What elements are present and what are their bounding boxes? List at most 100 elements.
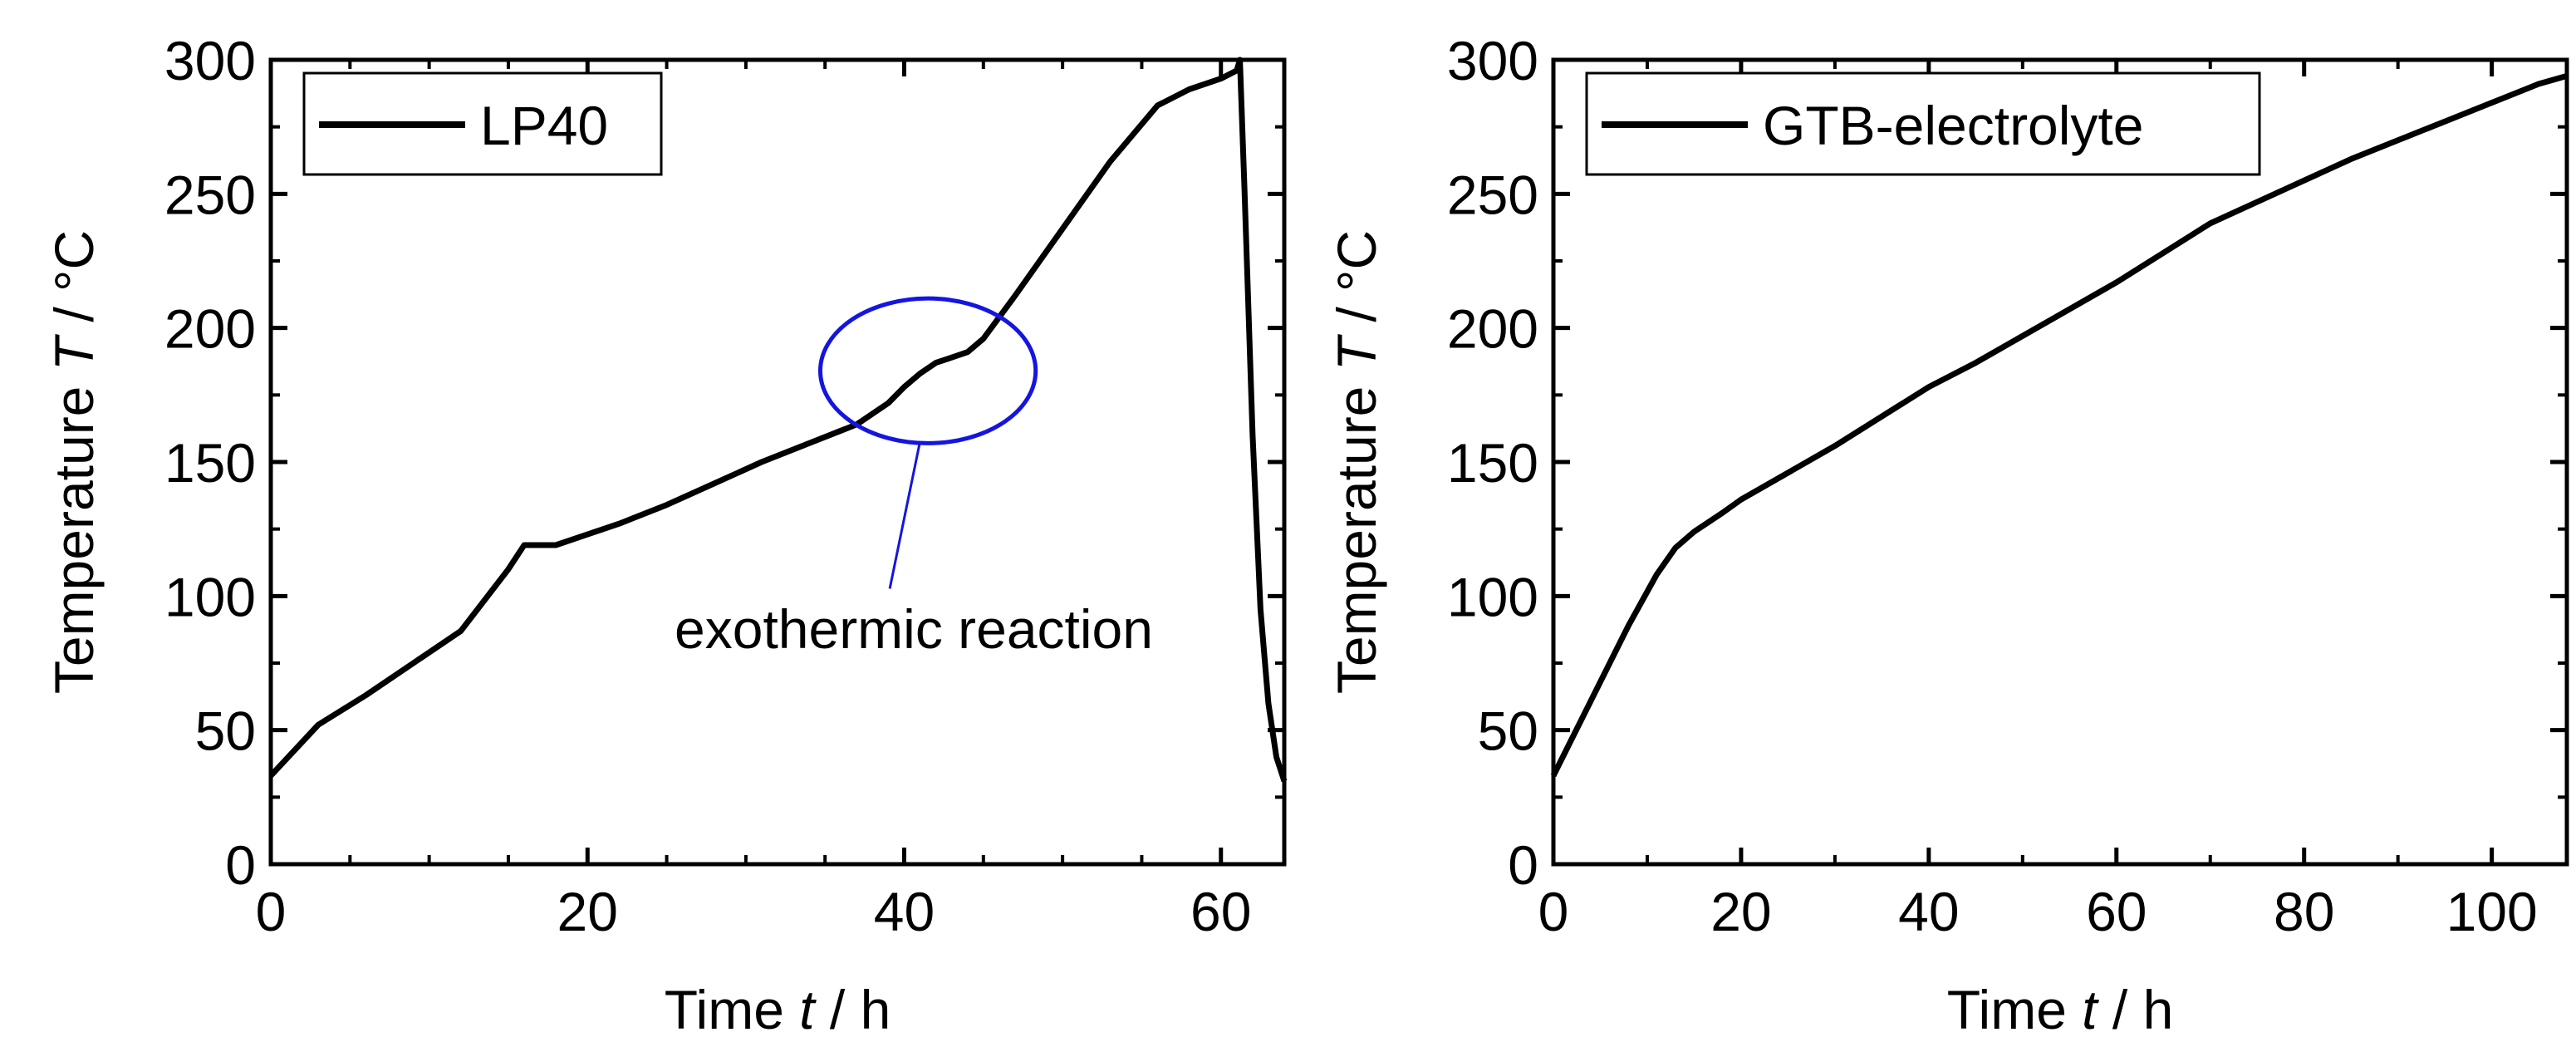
axis-ticks xyxy=(1551,57,2567,867)
y-tick-label: 300 xyxy=(1447,30,1538,91)
x-axis-title: Time t / h xyxy=(665,979,891,1040)
data-point xyxy=(1785,470,1790,475)
data-point xyxy=(807,440,812,445)
y-tick-label: 0 xyxy=(225,834,256,896)
data-point xyxy=(1238,57,1243,62)
axis-ticks xyxy=(268,57,1284,867)
y-tick-label: 150 xyxy=(1447,432,1538,494)
data-point xyxy=(616,521,621,526)
data-point xyxy=(981,337,986,342)
data-point xyxy=(1187,86,1192,91)
data-point xyxy=(1720,510,1725,515)
x-tick-label: 40 xyxy=(1898,881,1959,942)
y-tick-label: 100 xyxy=(164,566,256,627)
annotation-ellipse xyxy=(817,296,1038,445)
data-point xyxy=(2536,81,2541,86)
data-point xyxy=(1654,573,1659,578)
data-point xyxy=(459,628,464,633)
data-point xyxy=(1156,103,1160,108)
data-point xyxy=(1926,385,1931,390)
y-axis-title: Temperature T / °C xyxy=(43,230,105,694)
data-point xyxy=(2564,73,2569,78)
data-point xyxy=(1107,160,1112,165)
y-tick-label: 150 xyxy=(164,432,256,494)
data-point xyxy=(934,361,939,366)
plot-frame xyxy=(1551,57,2569,867)
x-axis-title: Time t / h xyxy=(1947,979,2174,1040)
data-point xyxy=(2020,333,2025,338)
data-point xyxy=(411,661,416,666)
data-point xyxy=(1973,361,1978,366)
data-point xyxy=(1219,76,1224,81)
data-point xyxy=(1673,545,1678,550)
data-point xyxy=(2348,156,2353,161)
data-point xyxy=(2208,221,2213,226)
data-point xyxy=(363,693,368,698)
data-point xyxy=(577,534,582,539)
series-line-gtb-electrolyte xyxy=(1550,73,2568,778)
legend-label-gtb-electrolyte: GTB-electrolyte xyxy=(1763,95,2143,156)
data-point xyxy=(759,460,764,465)
data-point xyxy=(2442,119,2447,124)
series-layer xyxy=(1550,73,2569,778)
y-tick-label: 250 xyxy=(1447,164,1538,225)
data-point xyxy=(2161,250,2166,255)
data-point xyxy=(2114,280,2119,285)
x-tick-label: 60 xyxy=(2086,881,2147,942)
data-point xyxy=(1013,293,1018,298)
data-point xyxy=(1626,623,1631,628)
y-tick-label: 300 xyxy=(164,30,256,91)
data-point xyxy=(665,503,670,508)
y-tick-label: 250 xyxy=(164,164,256,225)
data-point xyxy=(522,543,527,548)
data-point xyxy=(965,350,970,355)
legend: GTB-electrolyte xyxy=(1585,71,2261,176)
chart-panel-lp40: 0 20 40 60 0 50 100 150 200 250 300 LP40 exothermi… xyxy=(43,30,1288,1040)
data-point xyxy=(1060,226,1065,231)
y-axis-title: Temperature T / °C xyxy=(1326,230,1387,694)
x-tick-label: 60 xyxy=(1190,881,1251,942)
x-tick-label: 20 xyxy=(1710,881,1771,942)
series-layer xyxy=(268,57,1288,784)
data-point xyxy=(2255,199,2260,204)
data-point xyxy=(886,401,891,406)
data-point xyxy=(1250,433,1255,438)
x-tick-label: 40 xyxy=(874,881,935,942)
tick-labels: 0 20 40 60 0 50 100 150 200 250 300 xyxy=(164,30,1252,942)
data-point xyxy=(553,543,558,548)
plot-frame xyxy=(268,57,1287,867)
data-point xyxy=(1234,68,1239,73)
tick-labels: 0 20 40 60 80 100 0 50 100 150 200 250 300 xyxy=(1447,30,2538,942)
data-point xyxy=(1266,700,1271,705)
x-tick-label: 20 xyxy=(557,881,618,942)
x-tick-label: 0 xyxy=(1538,881,1569,942)
data-point xyxy=(1739,497,1744,502)
y-tick-label: 200 xyxy=(1447,298,1538,360)
y-tick-label: 0 xyxy=(1508,834,1538,896)
data-point xyxy=(2067,307,2072,312)
data-point xyxy=(1258,607,1263,612)
data-point xyxy=(712,481,717,486)
data-point xyxy=(1597,680,1602,685)
series-line-lp40 xyxy=(268,57,1288,783)
data-point xyxy=(1570,735,1575,740)
data-point xyxy=(1833,444,1838,449)
chart-panel-gtb-electrolyte: 0 20 40 60 80 100 0 50 100 150 200 250 300 GTB-elect… xyxy=(1326,30,2569,1040)
data-point xyxy=(1242,191,1247,196)
annotation-label: exothermic reaction xyxy=(675,598,1153,660)
y-tick-label: 50 xyxy=(1478,700,1538,762)
y-tick-label: 200 xyxy=(164,298,256,360)
data-point xyxy=(2302,178,2307,183)
data-point xyxy=(1273,755,1278,759)
data-point xyxy=(949,355,954,360)
data-point xyxy=(2396,138,2401,143)
x-tick-label: 80 xyxy=(2274,881,2334,942)
y-tick-label: 50 xyxy=(195,700,256,762)
data-point xyxy=(316,722,321,727)
data-point xyxy=(506,567,511,572)
data-point xyxy=(2490,101,2495,106)
data-point xyxy=(902,385,906,390)
legend-label-lp40: LP40 xyxy=(480,95,608,156)
data-point xyxy=(1691,529,1696,534)
